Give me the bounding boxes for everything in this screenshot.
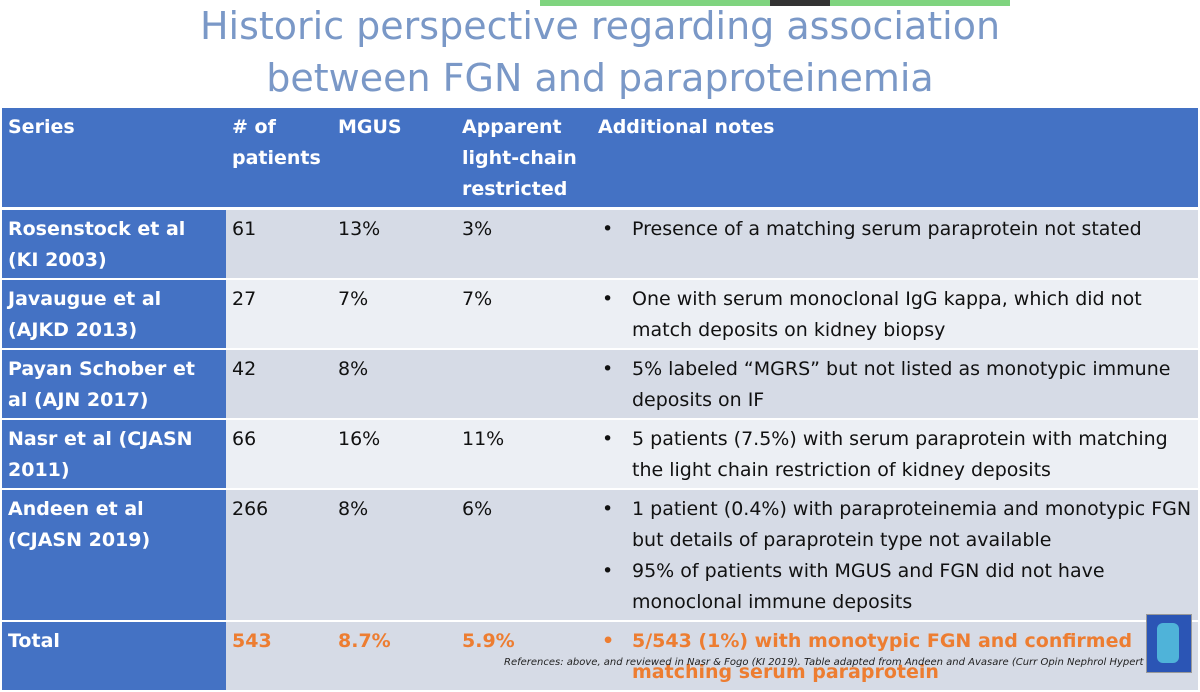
note-item: 1 patient (0.4%) with paraproteinemia an… <box>598 494 1192 556</box>
screen-share-bar-segment <box>770 0 830 6</box>
cell-patients: 27 <box>226 279 332 350</box>
video-thumbnail <box>1146 614 1192 673</box>
cell-patients: 42 <box>226 349 332 420</box>
cell-series: Andeen et al (CJASN 2019) <box>2 489 226 622</box>
references-footnote: References: above, and reviewed in Nasr … <box>504 657 1144 668</box>
cell-mgus: 8% <box>332 489 456 622</box>
cell-patients: 66 <box>226 419 332 490</box>
cell-series: Rosenstock et al (KI 2003) <box>2 208 226 280</box>
cell-light-chain: 6% <box>456 489 592 622</box>
table-header-row: Series # of patients MGUS Apparent light… <box>2 108 1198 210</box>
notes-list: One with serum monoclonal IgG kappa, whi… <box>598 284 1192 346</box>
cell-series: Payan Schober et al (AJN 2017) <box>2 349 226 420</box>
table-row: Rosenstock et al (KI 2003)6113%3%Presenc… <box>2 208 1198 280</box>
table-row: Javaugue et al (AJKD 2013)277%7%One with… <box>2 279 1198 350</box>
cell-light-chain: 3% <box>456 208 592 280</box>
notes-list: Presence of a matching serum paraprotein… <box>598 214 1192 245</box>
cell-series: Nasr et al (CJASN 2011) <box>2 419 226 490</box>
notes-list: 5% labeled “MGRS” but not listed as mono… <box>598 354 1192 416</box>
slide-title: Historic perspective regarding associati… <box>0 0 1200 104</box>
cell-patients: 266 <box>226 489 332 622</box>
cell-mgus: 13% <box>332 208 456 280</box>
cell-light-chain: 5.9% <box>456 621 592 692</box>
cell-notes: 5/543 (1%) with monotypic FGN and confir… <box>592 621 1198 692</box>
notes-list: 5 patients (7.5%) with serum paraprotein… <box>598 424 1192 486</box>
video-thumbnail-figure <box>1157 623 1179 663</box>
slide-title-line-2: between FGN and paraproteinemia <box>266 56 934 100</box>
header-mgus: MGUS <box>332 108 456 210</box>
cell-mgus: 8.7% <box>332 621 456 692</box>
slide-title-line-1: Historic perspective regarding associati… <box>199 4 1001 48</box>
note-item: One with serum monoclonal IgG kappa, whi… <box>598 284 1192 346</box>
note-item: 95% of patients with MGUS and FGN did no… <box>598 556 1192 618</box>
header-patients: # of patients <box>226 108 332 210</box>
cell-patients: 61 <box>226 208 332 280</box>
cell-light-chain: 11% <box>456 419 592 490</box>
cell-notes: 5% labeled “MGRS” but not listed as mono… <box>592 349 1198 420</box>
note-item: 5 patients (7.5%) with serum paraprotein… <box>598 424 1192 486</box>
series-table: Series # of patients MGUS Apparent light… <box>2 108 1198 692</box>
cell-series: Total <box>2 621 226 692</box>
header-series: Series <box>2 108 226 210</box>
header-notes: Additional notes <box>592 108 1198 210</box>
cell-notes: 1 patient (0.4%) with paraproteinemia an… <box>592 489 1198 622</box>
cell-notes: 5 patients (7.5%) with serum paraprotein… <box>592 419 1198 490</box>
cell-mgus: 16% <box>332 419 456 490</box>
table-row: Payan Schober et al (AJN 2017)428% 5% lab… <box>2 349 1198 420</box>
notes-list: 1 patient (0.4%) with paraproteinemia an… <box>598 494 1192 618</box>
cell-mgus: 7% <box>332 279 456 350</box>
cell-notes: One with serum monoclonal IgG kappa, whi… <box>592 279 1198 350</box>
cell-light-chain <box>456 349 592 420</box>
note-item: 5% labeled “MGRS” but not listed as mono… <box>598 354 1192 416</box>
cell-series: Javaugue et al (AJKD 2013) <box>2 279 226 350</box>
cell-light-chain: 7% <box>456 279 592 350</box>
note-item: Presence of a matching serum paraprotein… <box>598 214 1192 245</box>
cell-mgus: 8% <box>332 349 456 420</box>
header-light-chain: Apparent light-chain restricted <box>456 108 592 210</box>
cell-patients: 543 <box>226 621 332 692</box>
screen-share-bar <box>540 0 1010 6</box>
cell-notes: Presence of a matching serum paraprotein… <box>592 208 1198 280</box>
